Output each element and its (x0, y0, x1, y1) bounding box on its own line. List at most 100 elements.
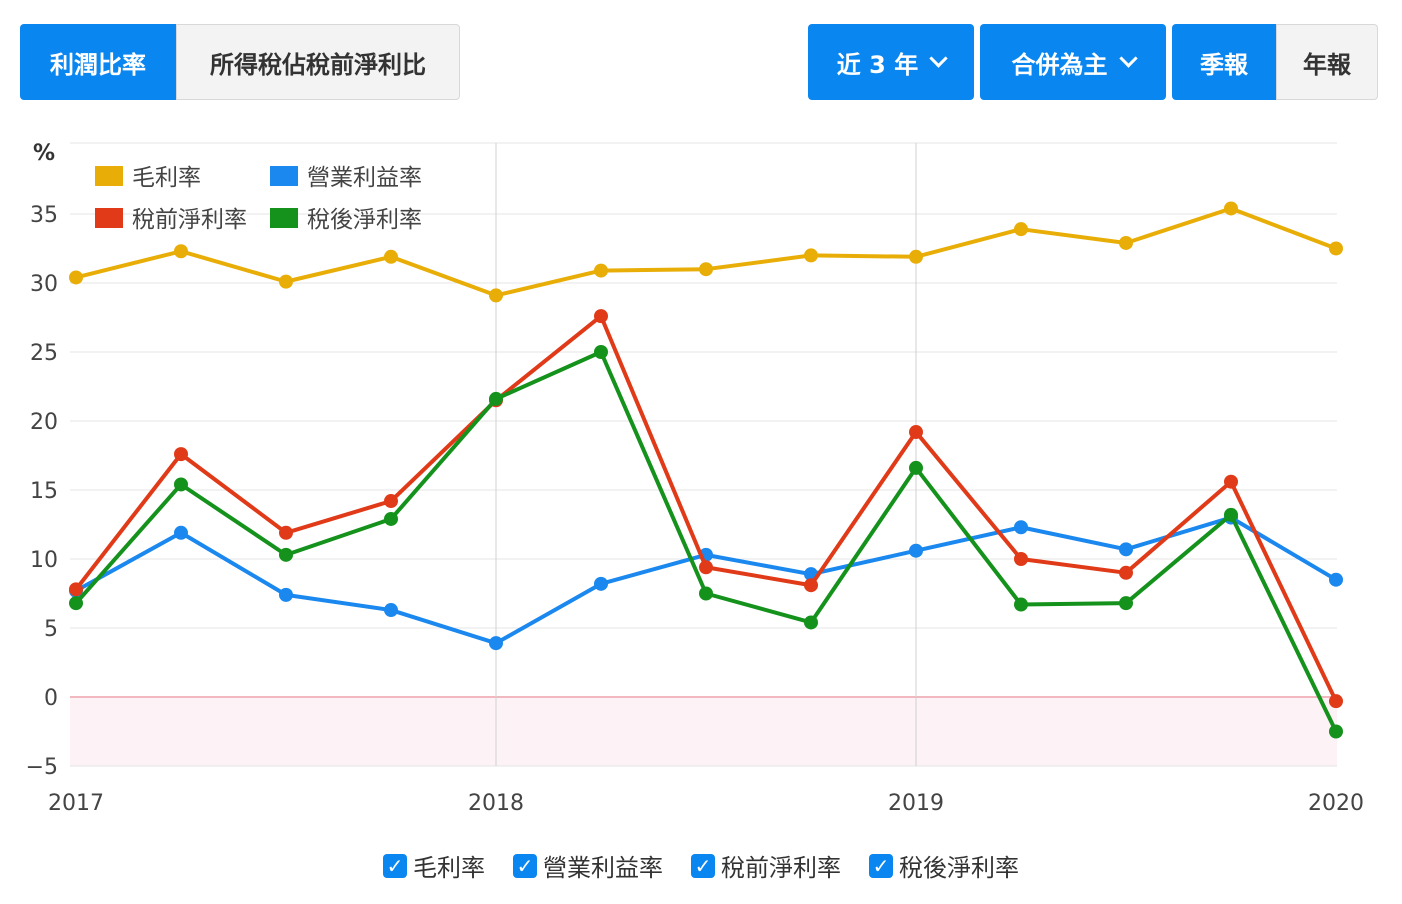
quarterly-button[interactable]: 季報 (1172, 24, 1276, 100)
toggle-net-margin[interactable]: ✓ 稅後淨利率 (869, 848, 1019, 883)
toggle-pretax-margin-label: 稅前淨利率 (721, 854, 841, 882)
x-tick-label: 2018 (468, 791, 524, 816)
legend-label-net-margin: 稅後淨利率 (307, 207, 422, 233)
data-point-net-margin (174, 477, 188, 492)
data-point-gross-margin (909, 249, 923, 264)
toggle-net-margin-label: 稅後淨利率 (899, 854, 1019, 882)
y-tick-label: 20 (30, 410, 58, 435)
data-point-operating-margin (594, 576, 608, 591)
data-point-gross-margin (69, 270, 83, 285)
data-point-pretax-margin (804, 578, 818, 593)
series-line-pretax-margin (74, 314, 1338, 703)
data-point-gross-margin (699, 262, 713, 277)
data-point-operating-margin (489, 636, 503, 651)
data-point-operating-margin (1119, 542, 1133, 557)
data-point-pretax-margin (174, 447, 188, 462)
data-point-net-margin (1224, 507, 1238, 522)
data-point-pretax-margin (1329, 694, 1343, 709)
data-point-gross-margin (1224, 201, 1238, 216)
quarterly-button-label: 季報 (1200, 50, 1248, 79)
y-tick-label: 35 (30, 203, 58, 228)
tab-tax-ratio[interactable]: 所得稅佔稅前淨利比 (176, 24, 460, 100)
checkbox-checked-icon[interactable]: ✓ (513, 853, 537, 878)
data-point-net-margin (699, 586, 713, 601)
data-point-gross-margin (489, 288, 503, 303)
data-point-gross-margin (1119, 235, 1133, 250)
series-gross-margin (69, 201, 1343, 303)
x-tick-label: 2019 (888, 791, 944, 816)
toggle-operating-margin[interactable]: ✓ 營業利益率 (513, 848, 663, 883)
y-tick-label: 25 (30, 341, 58, 366)
y-tick-label: 10 (30, 548, 58, 573)
toggle-gross-margin[interactable]: ✓ 毛利率 (383, 848, 485, 883)
data-point-gross-margin (1329, 241, 1343, 256)
data-point-net-margin (489, 391, 503, 406)
data-point-pretax-margin (279, 525, 293, 540)
data-point-gross-margin (279, 274, 293, 289)
toggle-gross-margin-label: 毛利率 (413, 854, 485, 882)
legend-label-pretax-margin: 稅前淨利率 (132, 207, 247, 233)
x-tick-label: 2020 (1308, 791, 1364, 816)
series-net-margin (69, 345, 1343, 739)
legend-swatch-gross-margin (95, 166, 123, 186)
data-point-net-margin (909, 460, 923, 475)
data-point-net-margin (1329, 724, 1343, 739)
data-point-net-margin (804, 615, 818, 630)
toggle-pretax-margin[interactable]: ✓ 稅前淨利率 (691, 848, 841, 883)
y-tick-label: 5 (44, 617, 58, 642)
data-point-gross-margin (804, 248, 818, 263)
data-point-pretax-margin (699, 560, 713, 575)
annual-button[interactable]: 年報 (1276, 24, 1378, 100)
data-point-net-margin (594, 345, 608, 359)
data-point-gross-margin (174, 244, 188, 259)
series-toggle-legend: ✓ 毛利率 ✓ 營業利益率 ✓ 稅前淨利率 ✓ 稅後淨利率 (0, 848, 1402, 883)
data-point-pretax-margin (909, 425, 923, 440)
data-point-operating-margin (909, 543, 923, 558)
period-dropdown[interactable]: 近 3 年 (808, 24, 974, 100)
data-point-gross-margin (1014, 222, 1028, 237)
data-point-operating-margin (384, 603, 398, 618)
legend-swatch-net-margin (270, 208, 298, 228)
series-line-operating-margin (75, 515, 1338, 646)
data-point-pretax-margin (1224, 474, 1238, 489)
data-point-net-margin (69, 596, 83, 611)
data-point-gross-margin (384, 249, 398, 264)
tab-profit-ratio-label: 利潤比率 (50, 50, 146, 79)
data-point-operating-margin (1329, 572, 1343, 587)
data-point-gross-margin (594, 263, 608, 278)
data-point-operating-margin (1014, 520, 1028, 535)
y-tick-label: 0 (44, 686, 58, 711)
y-tick-label: 15 (30, 479, 58, 504)
series-line-gross-margin (75, 206, 1337, 298)
data-point-net-margin (384, 511, 398, 526)
checkbox-checked-icon[interactable]: ✓ (691, 853, 715, 878)
data-point-net-margin (1119, 596, 1133, 611)
data-point-operating-margin (174, 525, 188, 540)
toggle-operating-margin-label: 營業利益率 (543, 854, 663, 882)
y-tick-label: 30 (30, 272, 58, 297)
data-point-pretax-margin (69, 582, 83, 597)
legend-label-operating-margin: 營業利益率 (307, 165, 422, 191)
x-tick-label: 2017 (48, 791, 104, 816)
data-point-pretax-margin (1119, 565, 1133, 580)
data-point-net-margin (1014, 597, 1028, 612)
annual-button-label: 年報 (1303, 50, 1351, 79)
data-point-operating-margin (279, 587, 293, 602)
series-pretax-margin (69, 309, 1343, 709)
data-point-pretax-margin (384, 494, 398, 509)
legend-label-gross-margin: 毛利率 (132, 165, 201, 191)
y-axis-unit-label: % (33, 141, 55, 166)
data-point-net-margin (279, 547, 293, 562)
legend-swatch-pretax-margin (95, 208, 123, 228)
scope-dropdown-label: 合併為主 (1011, 50, 1108, 79)
checkbox-checked-icon[interactable]: ✓ (869, 853, 893, 878)
checkbox-checked-icon[interactable]: ✓ (383, 853, 407, 878)
negative-region (70, 697, 1337, 766)
y-tick-label: −5 (26, 755, 58, 780)
data-point-pretax-margin (594, 309, 608, 324)
legend-swatch-operating-margin (270, 166, 298, 186)
tab-profit-ratio[interactable]: 利潤比率 (20, 24, 176, 100)
scope-dropdown[interactable]: 合併為主 (980, 24, 1166, 100)
tab-tax-ratio-label: 所得稅佔稅前淨利比 (210, 50, 426, 79)
